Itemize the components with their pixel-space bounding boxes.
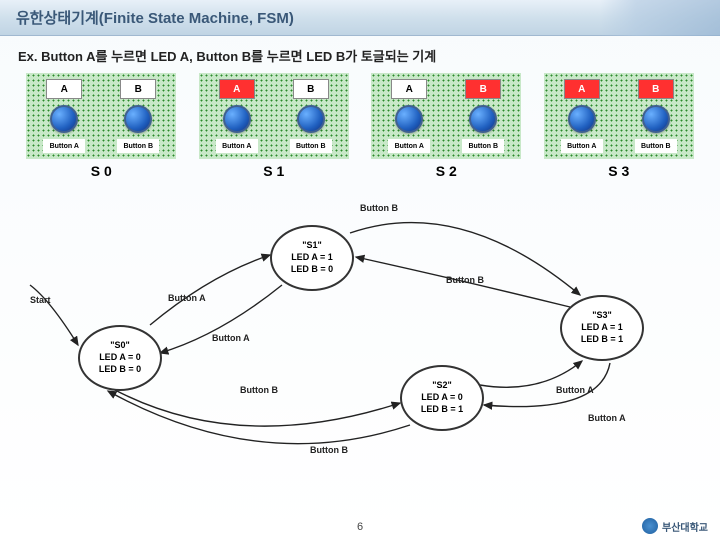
led-b: B xyxy=(465,79,501,99)
page-title: 유한상태기계(Finite State Machine, FSM) xyxy=(16,7,294,28)
state-label: S 1 xyxy=(199,163,349,179)
push-button-a[interactable] xyxy=(50,105,78,133)
btn-label-a: Button A xyxy=(216,139,258,153)
state-panel-1: A B Button A Button B xyxy=(199,73,349,159)
button-label-row: Button A Button B xyxy=(205,139,343,153)
edge-label: Button B xyxy=(310,445,348,455)
button-label-row: Button A Button B xyxy=(377,139,515,153)
state-label: S 2 xyxy=(371,163,521,179)
footer-org: 부산대학교 xyxy=(662,519,708,534)
led-row: A B xyxy=(377,79,515,99)
btn-label-a: Button A xyxy=(43,139,85,153)
edge-label: Button B xyxy=(240,385,278,395)
state-label: S 0 xyxy=(26,163,176,179)
btn-label-b: Button B xyxy=(117,139,159,153)
push-button-a[interactable] xyxy=(223,105,251,133)
logo-icon xyxy=(642,518,658,534)
btn-label-a: Button A xyxy=(561,139,603,153)
led-a: A xyxy=(391,79,427,99)
state-label: S 3 xyxy=(544,163,694,179)
led-b: B xyxy=(120,79,156,99)
state-node-s2: "S2"LED A = 0LED B = 1 xyxy=(400,365,484,431)
edge-label: Start xyxy=(30,295,51,305)
state-panel-2: A B Button A Button B xyxy=(371,73,521,159)
edge-label: Button B xyxy=(446,275,484,285)
push-button-b[interactable] xyxy=(297,105,325,133)
button-row xyxy=(550,105,688,133)
header-decoration xyxy=(600,0,720,36)
state-node-s1: "S1"LED A = 1LED B = 0 xyxy=(270,225,354,291)
button-row xyxy=(32,105,170,133)
page-number: 6 xyxy=(357,521,363,533)
led-a: A xyxy=(564,79,600,99)
fsm-diagram: "S0"LED A = 0LED B = 0 "S1"LED A = 1LED B… xyxy=(0,185,720,465)
example-subtitle: Ex. Button A를 누르면 LED A, Button B를 누르면 L… xyxy=(0,36,720,73)
led-a: A xyxy=(219,79,255,99)
led-a: A xyxy=(46,79,82,99)
state-panel-0: A B Button A Button B xyxy=(26,73,176,159)
btn-label-a: Button A xyxy=(388,139,430,153)
state-node-s3: "S3"LED A = 1LED B = 1 xyxy=(560,295,644,361)
led-b: B xyxy=(293,79,329,99)
edge-label: Button A xyxy=(588,413,626,423)
led-row: A B xyxy=(550,79,688,99)
push-button-b[interactable] xyxy=(124,105,152,133)
edge-label: Button A xyxy=(556,385,594,395)
edge-label: Button A xyxy=(168,293,206,303)
push-button-b[interactable] xyxy=(642,105,670,133)
button-row xyxy=(205,105,343,133)
push-button-b[interactable] xyxy=(469,105,497,133)
button-label-row: Button A Button B xyxy=(550,139,688,153)
state-node-s0: "S0"LED A = 0LED B = 0 xyxy=(78,325,162,391)
led-row: A B xyxy=(32,79,170,99)
edge-label: Button A xyxy=(212,333,250,343)
button-row xyxy=(377,105,515,133)
state-panel-3: A B Button A Button B xyxy=(544,73,694,159)
state-panels: A B Button A Button B S 0 A B Button A B… xyxy=(0,73,720,179)
led-b: B xyxy=(638,79,674,99)
btn-label-b: Button B xyxy=(462,139,504,153)
edge-label: Button B xyxy=(360,203,398,213)
push-button-a[interactable] xyxy=(568,105,596,133)
btn-label-b: Button B xyxy=(635,139,677,153)
button-label-row: Button A Button B xyxy=(32,139,170,153)
btn-label-b: Button B xyxy=(290,139,332,153)
push-button-a[interactable] xyxy=(395,105,423,133)
footer-logo: 부산대학교 xyxy=(642,518,708,534)
led-row: A B xyxy=(205,79,343,99)
slide-header: 유한상태기계(Finite State Machine, FSM) xyxy=(0,0,720,36)
slide-footer: 6 부산대학교 xyxy=(0,514,720,540)
